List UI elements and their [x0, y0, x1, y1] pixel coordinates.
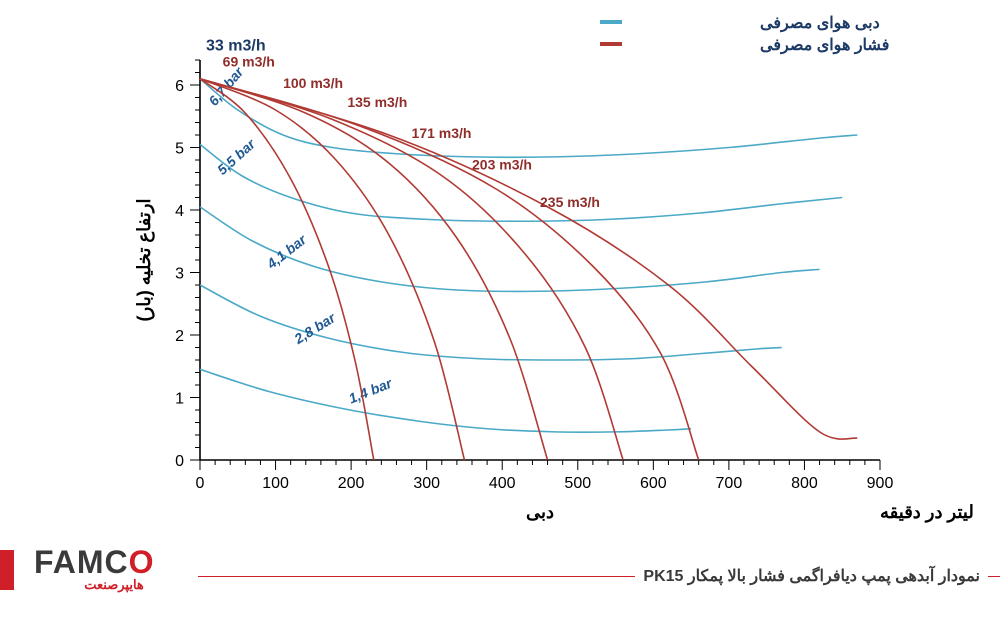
- svg-text:69 m3/h: 69 m3/h: [223, 53, 275, 69]
- svg-text:فشار هوای مصرفی: فشار هوای مصرفی: [760, 37, 889, 55]
- svg-text:6: 6: [175, 78, 184, 95]
- svg-text:دبی: دبی: [526, 502, 554, 522]
- svg-text:100 m3/h: 100 m3/h: [283, 75, 343, 91]
- svg-text:300: 300: [413, 475, 440, 492]
- svg-text:800: 800: [791, 475, 818, 492]
- figure-footer: FAMCO هایپرصنعت نمودار آبدهی پمپ دیافراگ…: [0, 530, 1000, 620]
- svg-text:دبی هوای مصرفی: دبی هوای مصرفی: [760, 15, 880, 33]
- chart-svg: 0 100 200 300 400 500 600 700 800 900 0 1 2 3 4 5 6 دبی لی…: [0, 0, 1000, 530]
- svg-text:4: 4: [175, 203, 184, 220]
- svg-text:1,4 bar: 1,4 bar: [346, 374, 395, 406]
- svg-text:2,8 bar: 2,8 bar: [290, 309, 339, 348]
- svg-text:1: 1: [175, 391, 184, 408]
- svg-text:5,5 bar: 5,5 bar: [214, 135, 259, 178]
- svg-text:400: 400: [489, 475, 516, 492]
- svg-text:500: 500: [564, 475, 591, 492]
- pump-performance-chart: 0 100 200 300 400 500 600 700 800 900 0 1 2 3 4 5 6 دبی لی…: [0, 0, 1000, 530]
- svg-text:235 m3/h: 235 m3/h: [540, 194, 600, 210]
- svg-text:171 m3/h: 171 m3/h: [412, 125, 472, 141]
- svg-text:135 m3/h: 135 m3/h: [347, 94, 407, 110]
- svg-text:200: 200: [338, 475, 365, 492]
- svg-text:5: 5: [175, 141, 184, 158]
- famco-logo: FAMCO هایپرصنعت: [34, 544, 194, 604]
- svg-text:600: 600: [640, 475, 667, 492]
- svg-text:700: 700: [716, 475, 743, 492]
- svg-text:33 m3/h: 33 m3/h: [206, 38, 266, 55]
- figure-caption: نمودار آبدهی پمپ دیافراگمی فشار بالا پمک…: [635, 566, 988, 586]
- svg-text:0: 0: [175, 453, 184, 470]
- accent-block: [0, 550, 14, 590]
- svg-text:لیتر در دقیقه: لیتر در دقیقه: [880, 502, 974, 523]
- svg-text:2: 2: [175, 328, 184, 345]
- svg-text:ارتفاع تخلیه (بار): ارتفاع تخلیه (بار): [134, 199, 155, 322]
- svg-text:203 m3/h: 203 m3/h: [472, 156, 532, 172]
- brand-accent: O: [129, 544, 155, 580]
- svg-text:900: 900: [867, 475, 894, 492]
- svg-text:0: 0: [196, 475, 205, 492]
- brand-main: FAMC: [34, 544, 129, 580]
- svg-text:3: 3: [175, 266, 184, 283]
- svg-text:4,1 bar: 4,1 bar: [263, 230, 310, 272]
- svg-text:100: 100: [262, 475, 289, 492]
